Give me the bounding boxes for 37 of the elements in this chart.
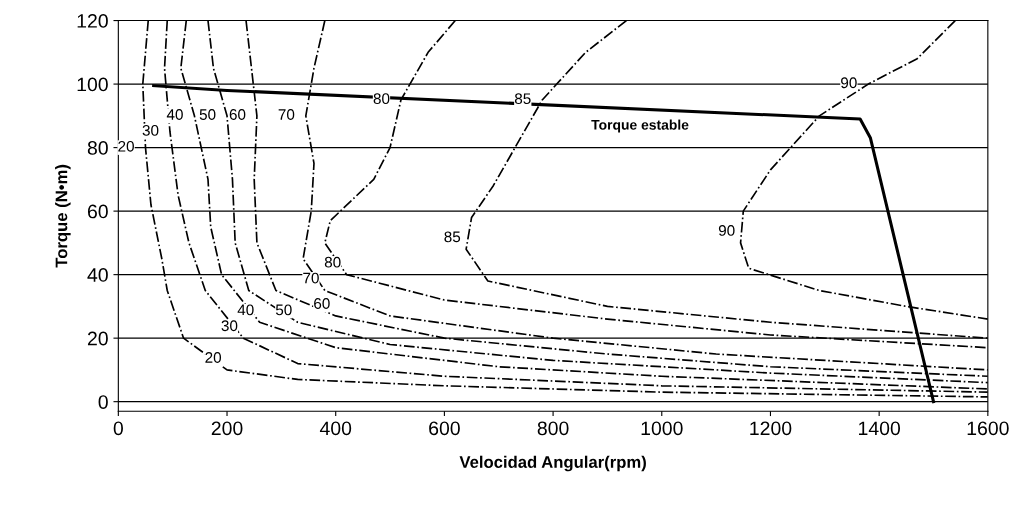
- text: 60: [229, 109, 246, 120]
- text: 40: [166, 109, 183, 120]
- x-tick-label: 1400: [859, 421, 901, 436]
- y-tick-label: 0: [98, 395, 108, 409]
- y-tick-label: 100: [77, 77, 108, 92]
- series-label: 20: [205, 352, 222, 363]
- x-tick-label: 800: [537, 421, 569, 436]
- text: 70: [278, 109, 295, 120]
- text: 30: [142, 125, 159, 136]
- series-label: 40: [237, 304, 254, 316]
- x-tick-label: 1000: [641, 421, 683, 436]
- x-tick-label: 0: [113, 421, 123, 436]
- text: 85: [514, 93, 531, 105]
- y-axis-title: Torque (N•m): [55, 164, 71, 268]
- series-label: 50: [275, 304, 292, 316]
- x-tick-label: 400: [319, 421, 352, 436]
- text: 50: [199, 109, 216, 120]
- x-axis-title: Velocidad Angular(rpm): [459, 455, 646, 472]
- series-label: 70: [303, 272, 319, 284]
- y-tick-label: 20: [87, 331, 108, 346]
- text: 80: [373, 93, 390, 105]
- series-label: 30: [221, 320, 238, 332]
- y-tick-label: 80: [87, 141, 108, 155]
- y-tick-label: 60: [87, 204, 108, 219]
- text: 90: [718, 225, 735, 236]
- series-label: 80: [324, 256, 341, 268]
- text: 20: [118, 140, 134, 152]
- x-tick-label: 600: [429, 421, 460, 436]
- series-label: 90: [841, 77, 857, 89]
- y-tick-label: 120: [77, 14, 108, 28]
- x-tick-label: 1600: [967, 421, 1009, 436]
- series-label: 60: [314, 298, 330, 309]
- annotation: Torque estable: [591, 119, 689, 133]
- y-tick-label: 40: [87, 268, 108, 282]
- x-tick-label: 1200: [750, 421, 792, 436]
- series-label: 85: [444, 231, 461, 243]
- x-tick-label: 200: [211, 421, 243, 436]
